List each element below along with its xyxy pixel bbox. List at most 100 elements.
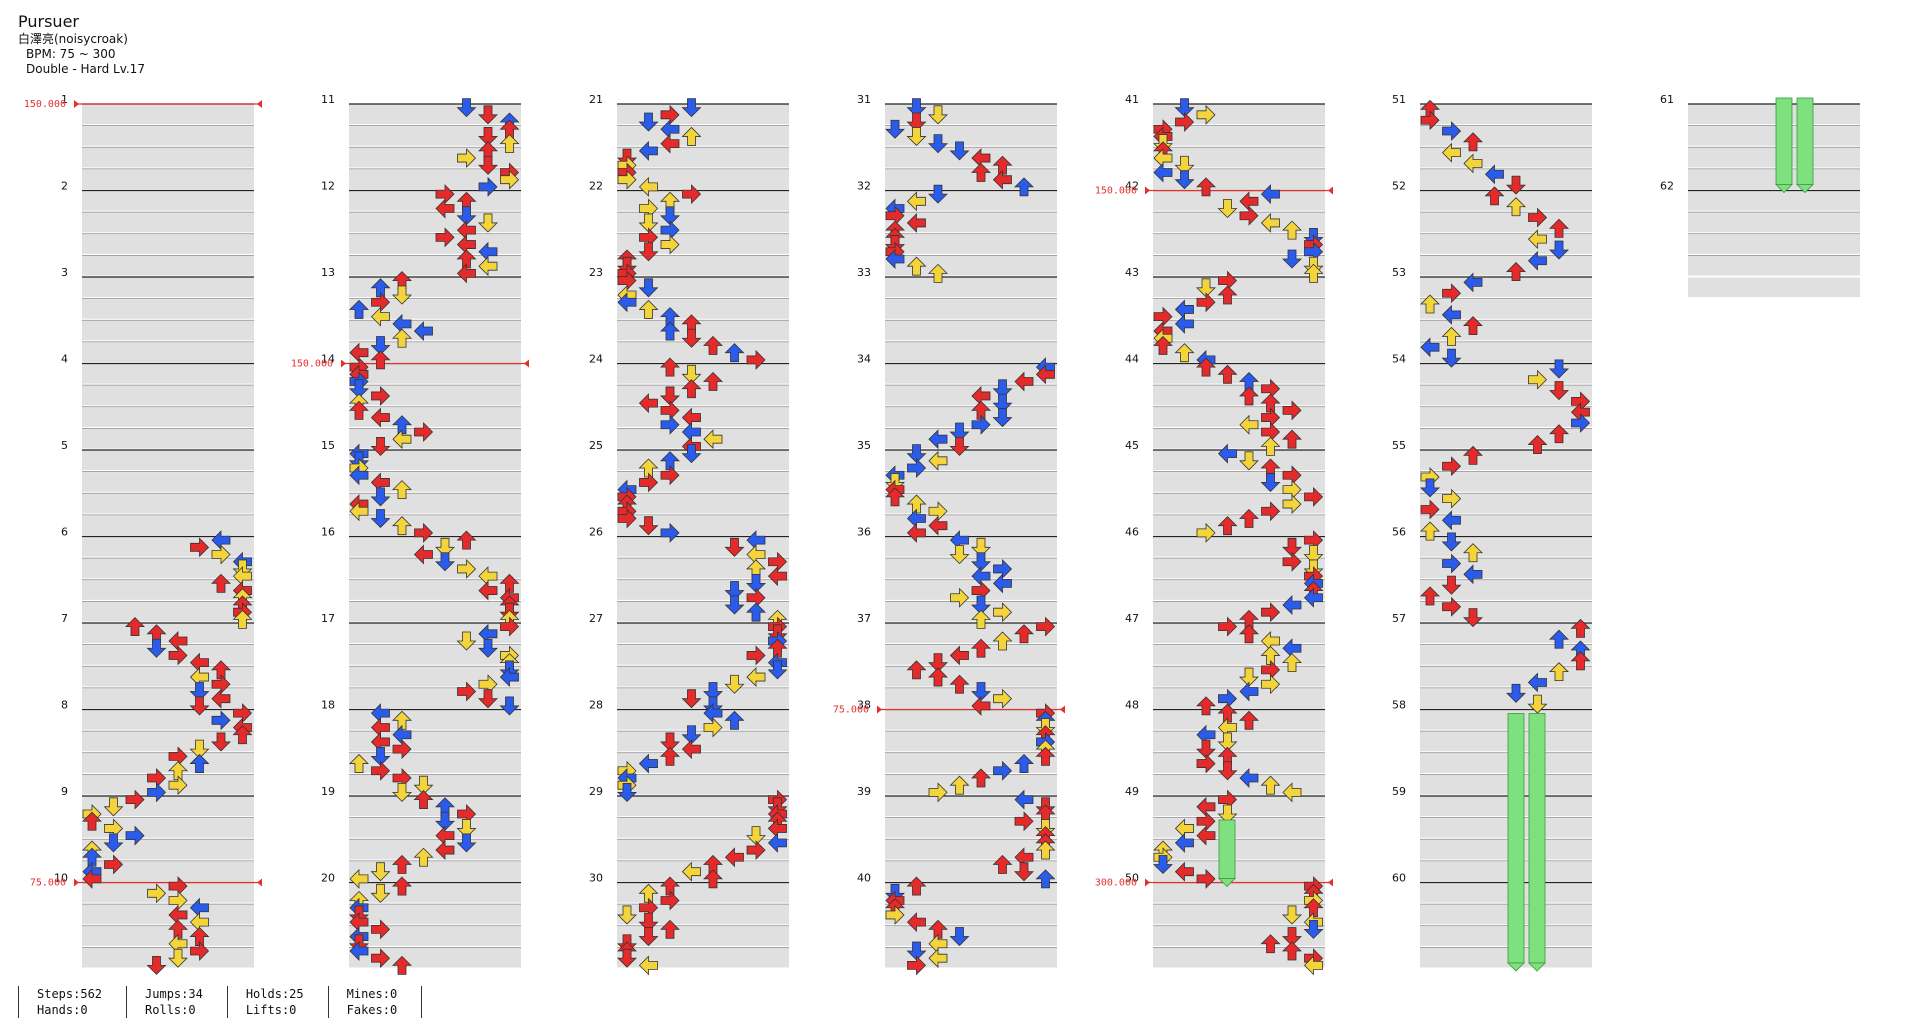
measure-number: 48 — [1125, 699, 1139, 712]
bpm-change-label: 75.000 — [30, 878, 66, 889]
beat-band — [1153, 255, 1325, 276]
down-arrow-icon — [478, 213, 498, 233]
beat-band — [1420, 255, 1592, 276]
down-arrow-icon — [370, 746, 391, 766]
left-arrow-icon — [617, 292, 637, 313]
beat-band — [349, 645, 521, 665]
beat-band — [617, 666, 789, 687]
left-arrow-icon — [660, 133, 680, 154]
right-arrow-icon — [928, 782, 948, 803]
beat-band — [1153, 558, 1325, 579]
down-arrow-icon — [971, 682, 991, 702]
down-arrow-icon — [906, 941, 927, 961]
down-arrow-icon — [370, 436, 391, 456]
right-arrow-icon — [371, 948, 391, 969]
up-arrow-icon — [1239, 386, 1259, 406]
beat-band — [349, 710, 521, 730]
beat-band — [1153, 428, 1325, 449]
up-arrow-icon — [370, 350, 391, 370]
beat-band — [885, 688, 1057, 708]
beat-band — [885, 774, 1057, 795]
beat-band — [617, 212, 789, 233]
mines-count: Mines:0 — [346, 987, 398, 1001]
left-arrow-icon — [1303, 955, 1323, 976]
right-arrow-icon — [1196, 292, 1216, 313]
down-arrow-icon — [949, 141, 970, 161]
up-arrow-icon — [1570, 651, 1591, 671]
bpm-marker-left-icon — [74, 100, 79, 108]
down-arrow-icon — [1506, 683, 1526, 703]
left-arrow-icon — [370, 306, 390, 327]
right-arrow-icon — [1218, 616, 1238, 637]
measure-number: 7 — [61, 612, 68, 625]
beat-band — [349, 818, 521, 838]
hold-body — [1775, 97, 1793, 185]
beat-band — [82, 407, 254, 427]
right-arrow-icon — [660, 465, 680, 486]
beat-band — [82, 493, 254, 514]
right-arrow-icon — [168, 645, 188, 666]
beat-band — [82, 926, 254, 946]
up-arrow-icon — [703, 371, 723, 391]
right-arrow-icon — [190, 537, 210, 558]
beat-band — [82, 169, 254, 189]
left-arrow-icon — [928, 948, 948, 969]
beat-band — [82, 883, 254, 903]
up-arrow-icon — [906, 876, 927, 896]
rolls-count: Rolls:0 — [145, 1003, 196, 1017]
down-arrow-icon — [971, 537, 991, 557]
beat-band — [617, 688, 789, 708]
beat-band — [1420, 191, 1592, 211]
beat-band — [1153, 904, 1325, 925]
measure-number: 44 — [1125, 353, 1139, 366]
beat-band — [885, 277, 1057, 298]
up-arrow-icon — [1549, 662, 1569, 682]
beat-band — [617, 861, 789, 881]
bpm-marker-right-icon — [1328, 186, 1333, 195]
beat-band — [1420, 385, 1592, 406]
beat-band — [1420, 537, 1592, 557]
left-arrow-icon — [1463, 272, 1483, 293]
left-arrow-icon — [1260, 184, 1280, 205]
measure-number: 50 — [1125, 872, 1139, 885]
beat-band — [617, 364, 789, 384]
up-arrow-icon — [413, 847, 434, 867]
beat-band — [1420, 277, 1592, 298]
measure-number: 14 — [321, 353, 335, 366]
beat-band — [617, 947, 789, 968]
up-arrow-icon — [1260, 436, 1281, 456]
down-arrow-icon — [1303, 545, 1324, 565]
left-arrow-icon — [638, 140, 658, 161]
measure-number: 12 — [321, 180, 335, 193]
right-arrow-icon — [660, 414, 680, 435]
beat-band — [82, 774, 254, 795]
up-arrow-icon — [1014, 753, 1034, 773]
beat-band — [349, 796, 521, 817]
down-arrow-icon — [906, 444, 927, 464]
down-arrow-icon — [681, 725, 702, 745]
left-arrow-icon — [1484, 164, 1504, 185]
up-arrow-icon — [1282, 429, 1302, 449]
up-arrow-icon — [1035, 746, 1056, 766]
right-arrow-icon — [746, 645, 766, 666]
right-arrow-icon — [1304, 486, 1324, 507]
hold-body — [1507, 713, 1525, 964]
measure-number: 39 — [857, 785, 871, 798]
down-arrow-icon — [681, 689, 702, 709]
right-arrow-icon — [435, 227, 455, 248]
up-arrow-icon — [125, 617, 145, 637]
bpm-range: BPM: 75 ~ 300 — [26, 47, 116, 61]
down-arrow-icon — [1239, 451, 1259, 471]
left-arrow-icon — [1527, 672, 1547, 693]
down-arrow-icon — [638, 516, 659, 536]
right-arrow-icon — [1196, 753, 1216, 774]
up-arrow-icon — [992, 854, 1013, 874]
down-arrow-icon — [1441, 348, 1462, 368]
left-arrow-icon — [413, 321, 433, 342]
beat-band — [349, 428, 521, 449]
right-arrow-icon — [1420, 110, 1440, 131]
down-arrow-icon — [638, 278, 659, 298]
up-arrow-icon — [885, 487, 905, 507]
left-arrow-icon — [1239, 414, 1259, 435]
song-artist: 白澤亮(noisycroak) — [18, 32, 128, 46]
